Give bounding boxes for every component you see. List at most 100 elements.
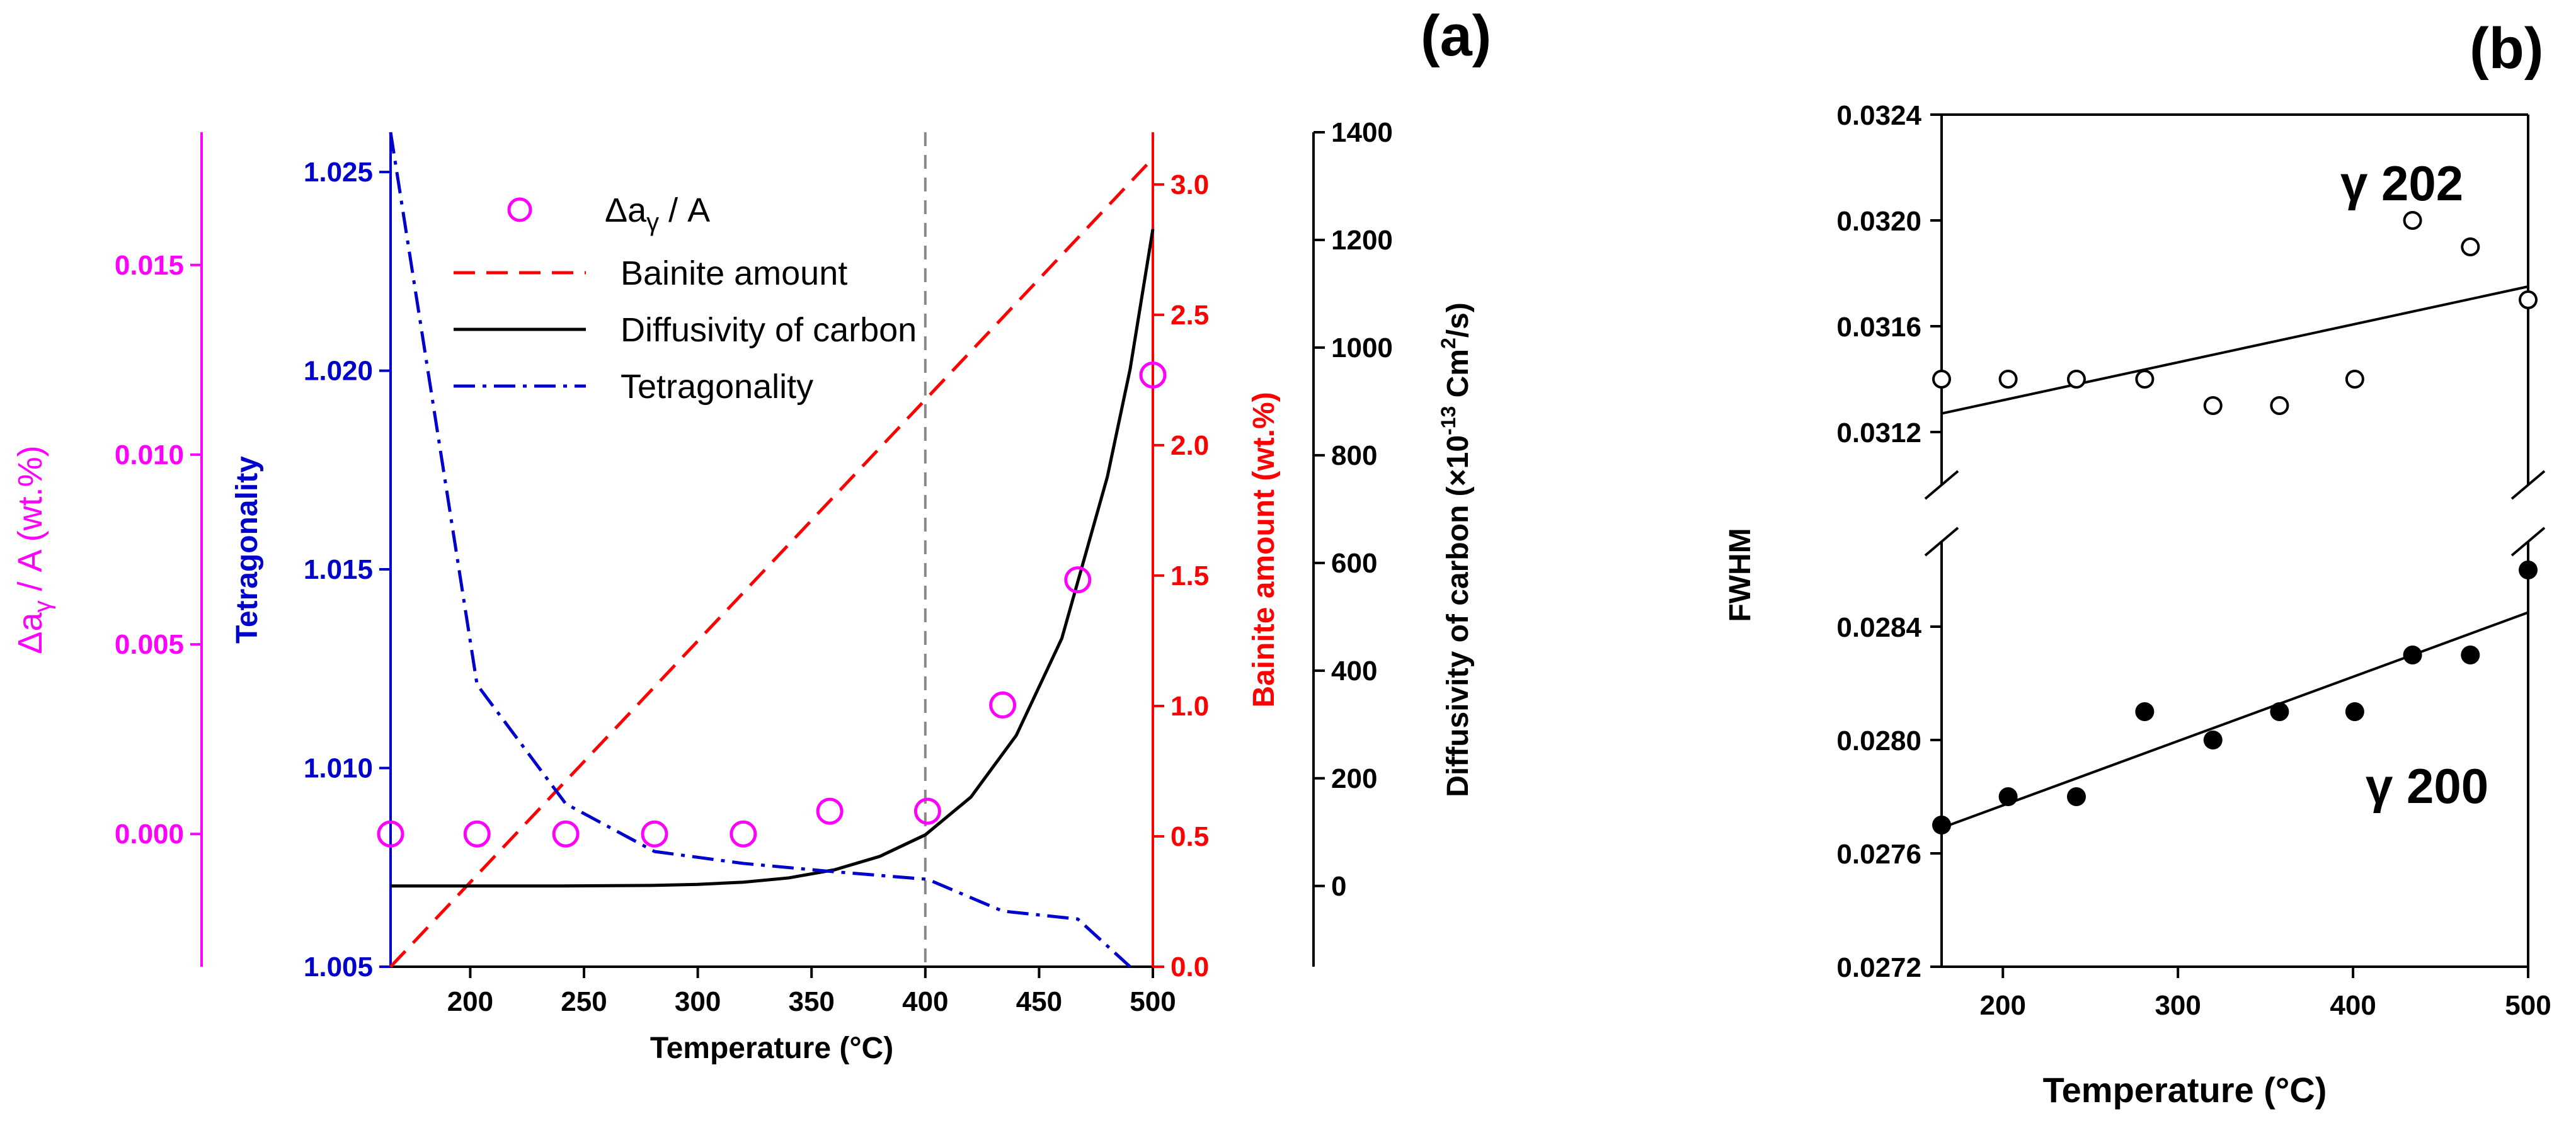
a-diffusivity-tick-label: 1000 — [1331, 333, 1393, 363]
a-bainite-tick-label: 2.0 — [1171, 430, 1209, 461]
b-point-g200 — [2135, 702, 2155, 721]
b-point-g202 — [2345, 370, 2364, 389]
a-x-tick-label: 300 — [675, 986, 721, 1017]
a-legend-label-bainite: Bainite amount — [621, 254, 847, 292]
a-x-tick-label: 450 — [1016, 986, 1062, 1017]
b-axis-break-mark — [2510, 470, 2546, 500]
b-axis-break-mark — [1924, 527, 1959, 557]
a-tetragonality-tick-label: 1.020 — [304, 356, 373, 387]
b-frame — [1924, 113, 2546, 968]
a-tetragonality-tick-label: 1.005 — [304, 952, 373, 982]
b-point-g200 — [2403, 646, 2422, 664]
b-lower-y-tick-label: 0.0280 — [1836, 726, 1921, 756]
panel-a: (a) 200 250 300 350 400 450 500 0.0000.0050.01… — [11, 4, 1491, 1065]
b-series-g200 — [1932, 561, 2538, 834]
a-series-bainite-amount — [389, 157, 1154, 968]
b-x-tick-label: 200 — [1980, 990, 2026, 1021]
b-x-tick-label: 500 — [2505, 990, 2551, 1021]
a-diffusivity-tick-label: 1400 — [1331, 117, 1393, 148]
b-lower-y-tick-label: 0.0272 — [1836, 952, 1921, 983]
b-upper-y-tick-label: 0.0320 — [1836, 206, 1921, 237]
a-bainite-axis-label: Bainite amount (wt.%) — [1247, 392, 1281, 707]
b-point-g202 — [2135, 370, 2155, 389]
a-magenta-ticks: 0.000 0.005 0.010 0.015 — [115, 250, 202, 850]
a-point-delta-a — [989, 691, 1017, 719]
b-point-g202 — [2066, 370, 2086, 389]
a-point-delta-a — [913, 797, 941, 825]
a-legend: Δaγ / A Bainite amount Diffusivity of ca… — [454, 191, 917, 406]
a-bainite-tick-label: 0.5 — [1171, 821, 1209, 852]
a-x-ticks: 200 250 300 350 400 450 500 — [447, 967, 1176, 1017]
a-legend-marker-delta-a — [507, 197, 532, 222]
a-tetragonality-axis-label: Tetragonality — [231, 456, 264, 644]
b-point-g200 — [1932, 816, 1951, 834]
a-x-tick-label: 200 — [447, 986, 493, 1017]
b-x-label: Temperature (°C) — [2043, 1070, 2327, 1110]
b-point-g202 — [2270, 396, 2289, 415]
a-diffusivity-ticks: 0 200 400 600 800 1000 1200 1400 — [1314, 117, 1393, 902]
b-point-g200 — [1998, 787, 2018, 806]
b-point-g202 — [2403, 211, 2422, 230]
a-point-delta-a — [463, 820, 491, 848]
b-point-g200 — [2066, 787, 2086, 806]
a-bainite-ticks: 0.0 0.5 1.0 1.5 2.0 2.5 3.0 — [1153, 169, 1209, 982]
b-upper-y-tick-label: 0.0312 — [1836, 418, 1921, 448]
a-point-delta-a — [552, 820, 580, 848]
b-y-label: FWHM — [1724, 528, 1757, 622]
b-point-g200 — [2345, 702, 2364, 721]
b-point-g200 — [2519, 561, 2538, 579]
a-x-label: Temperature (°C) — [650, 1032, 893, 1065]
a-legend-label-diffusivity: Diffusivity of carbon — [621, 311, 917, 349]
b-upper-y-tick-label: 0.0324 — [1836, 100, 1921, 131]
a-magenta-tick-label: 0.000 — [115, 819, 184, 850]
a-x-tick-label: 250 — [561, 986, 607, 1017]
a-legend-label-delta-a: Δaγ / A — [605, 191, 710, 236]
a-bainite-tick-label: 2.5 — [1171, 300, 1209, 331]
a-diffusivity-axis-label: Diffusivity of carbon (×10-13 Cm2/s) — [1437, 302, 1475, 797]
b-x-tick-label: 300 — [2155, 990, 2201, 1021]
b-axis-break-mark — [1924, 470, 1959, 500]
b-point-g202 — [1998, 370, 2018, 389]
a-magenta-tick-label: 0.005 — [115, 629, 184, 660]
a-point-delta-a — [1139, 361, 1167, 389]
b-x-tick-label: 400 — [2330, 990, 2376, 1021]
a-bainite-tick-label: 0.0 — [1171, 952, 1209, 982]
a-point-delta-a — [377, 820, 404, 848]
b-point-g200 — [2461, 646, 2480, 664]
a-legend-label-tetragonality: Tetragonality — [621, 368, 813, 406]
b-point-g202 — [2203, 396, 2223, 415]
b-lower-y-tick-label: 0.0276 — [1836, 839, 1921, 870]
a-tetragonality-tick-label: 1.025 — [304, 157, 373, 188]
a-point-delta-a — [641, 820, 668, 848]
a-diffusivity-tick-label: 600 — [1331, 548, 1377, 579]
a-series-diffusivity — [391, 229, 1155, 888]
a-bainite-tick-label: 1.0 — [1171, 691, 1209, 722]
b-series-g202 — [1932, 211, 2538, 415]
a-diffusivity-tick-label: 1200 — [1331, 225, 1393, 256]
b-point-g200 — [2203, 731, 2223, 749]
a-magenta-tick-label: 0.010 — [115, 440, 184, 470]
a-tetragonality-tick-label: 1.010 — [304, 753, 373, 784]
a-series-delta-a — [377, 361, 1167, 848]
a-bainite-tick-label: 1.5 — [1171, 561, 1209, 591]
a-x-tick-label: 350 — [788, 986, 834, 1017]
panel-b: (b) 200 300 400 500 0.0312 0.0316 0.0320 0.032… — [1724, 16, 2551, 1110]
a-tetragonality-tick-label: 1.015 — [304, 554, 373, 585]
a-point-delta-a — [816, 797, 844, 825]
a-magenta-tick-label: 0.015 — [115, 250, 184, 281]
panel-b-label: (b) — [2470, 16, 2543, 81]
b-axis-break-mark — [2510, 527, 2546, 557]
b-point-g202 — [2461, 237, 2480, 256]
b-annotation-g200: γ 200 — [2366, 758, 2488, 814]
a-diffusivity-tick-label: 400 — [1331, 656, 1377, 686]
a-point-delta-a — [1064, 566, 1092, 594]
b-lower-y-tick-label: 0.0284 — [1836, 612, 1921, 643]
b-point-g202 — [2519, 290, 2538, 309]
a-x-tick-label: 400 — [902, 986, 948, 1017]
b-point-g202 — [1932, 370, 1951, 389]
b-fit-line-g200 — [1941, 611, 2529, 829]
b-lower-y-ticks: 0.0272 0.0276 0.0280 0.0284 — [1836, 612, 1942, 983]
b-upper-y-ticks: 0.0312 0.0316 0.0320 0.0324 — [1836, 100, 1942, 448]
a-magenta-axis-label: Δaγ / A (wt.%) — [11, 445, 56, 654]
